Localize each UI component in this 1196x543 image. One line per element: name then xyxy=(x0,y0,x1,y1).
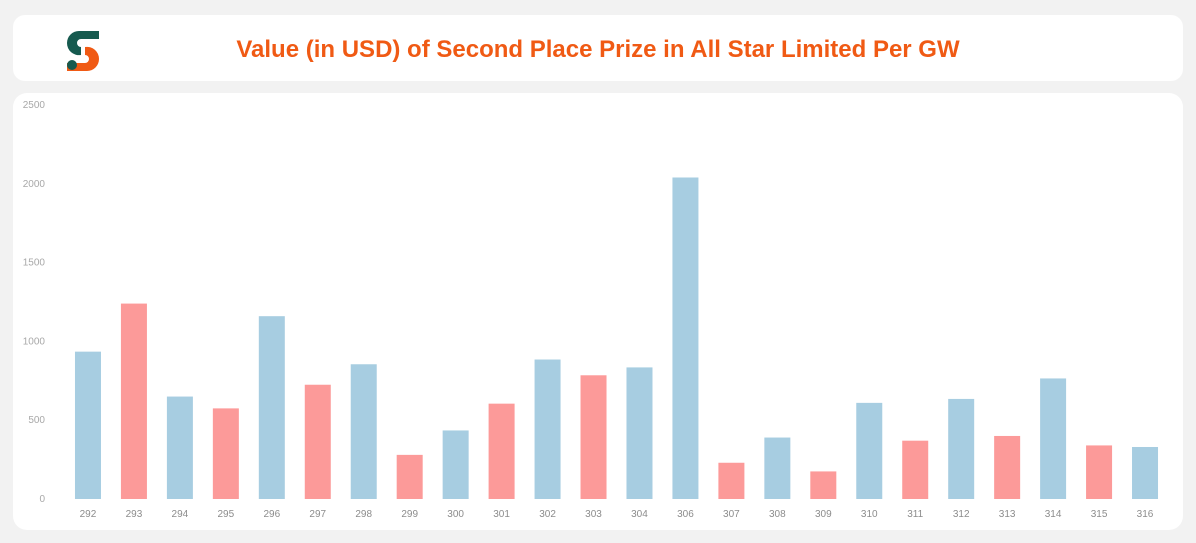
x-axis: 292 293 294 295 296 297 298 299 300 301 302 303 304 3… xyxy=(80,509,1154,520)
x-tick-label: 297 xyxy=(309,509,326,520)
bar-gw-307[interactable] xyxy=(718,462,745,499)
bar-gw-313[interactable] xyxy=(994,435,1021,499)
chart-card: 0 500 1000 1500 2000 2500 292 293 294 295 296 297 2… xyxy=(13,93,1183,530)
y-tick-label: 500 xyxy=(28,415,45,426)
bar-gw-309[interactable] xyxy=(810,471,837,499)
x-tick-label: 295 xyxy=(218,509,235,520)
x-tick-label: 303 xyxy=(585,509,602,520)
x-tick-label: 292 xyxy=(80,509,97,520)
bar-gw-303[interactable] xyxy=(580,375,607,499)
x-tick-label: 314 xyxy=(1045,509,1062,520)
chart-title: Value (in USD) of Second Place Prize in … xyxy=(236,36,960,63)
x-tick-label: 312 xyxy=(953,509,970,520)
y-axis: 0 500 1000 1500 2000 2500 xyxy=(23,100,46,505)
bar-gw-306[interactable] xyxy=(672,177,699,499)
bar-gw-301[interactable] xyxy=(488,403,515,499)
bar-gw-315[interactable] xyxy=(1086,445,1113,499)
bar-gw-302[interactable] xyxy=(534,359,561,499)
bars xyxy=(74,177,1159,499)
x-tick-label: 300 xyxy=(447,509,464,520)
bar-gw-314[interactable] xyxy=(1040,378,1067,499)
bar-gw-294[interactable] xyxy=(166,396,193,499)
x-tick-label: 302 xyxy=(539,509,556,520)
bar-gw-295[interactable] xyxy=(212,408,239,499)
bar-gw-299[interactable] xyxy=(396,454,423,499)
x-tick-label: 294 xyxy=(172,509,189,520)
x-tick-label: 310 xyxy=(861,509,878,520)
x-tick-label: 311 xyxy=(907,509,923,520)
bar-gw-300[interactable] xyxy=(442,430,469,499)
bar-gw-304[interactable] xyxy=(626,367,653,499)
x-tick-label: 298 xyxy=(355,509,372,520)
bar-gw-308[interactable] xyxy=(764,437,791,499)
y-tick-label: 2500 xyxy=(23,100,46,111)
bar-gw-310[interactable] xyxy=(856,402,883,499)
bar-gw-293[interactable] xyxy=(120,303,147,499)
x-tick-label: 308 xyxy=(769,509,786,520)
x-tick-label: 301 xyxy=(493,509,510,520)
x-tick-label: 304 xyxy=(631,509,648,520)
x-tick-label: 296 xyxy=(263,509,280,520)
x-tick-label: 299 xyxy=(401,509,418,520)
y-tick-label: 1000 xyxy=(23,336,46,347)
bar-gw-298[interactable] xyxy=(350,364,377,499)
x-tick-label: 316 xyxy=(1137,509,1154,520)
x-tick-label: 313 xyxy=(999,509,1016,520)
y-tick-label: 0 xyxy=(39,494,45,505)
x-tick-label: 293 xyxy=(126,509,143,520)
bar-gw-312[interactable] xyxy=(948,398,975,499)
bar-gw-297[interactable] xyxy=(304,384,331,499)
x-tick-label: 309 xyxy=(815,509,832,520)
x-tick-label: 315 xyxy=(1091,509,1108,520)
brand-s-logo-icon xyxy=(66,31,100,71)
y-tick-label: 1500 xyxy=(23,258,46,269)
x-tick-label: 306 xyxy=(677,509,694,520)
x-tick-label: 307 xyxy=(723,509,740,520)
bar-gw-292[interactable] xyxy=(74,351,101,499)
bar-gw-296[interactable] xyxy=(258,316,285,499)
chart-header: Value (in USD) of Second Place Prize in … xyxy=(13,15,1183,81)
bar-gw-316[interactable] xyxy=(1132,446,1159,499)
y-tick-label: 2000 xyxy=(23,179,46,190)
bar-gw-311[interactable] xyxy=(902,440,929,499)
